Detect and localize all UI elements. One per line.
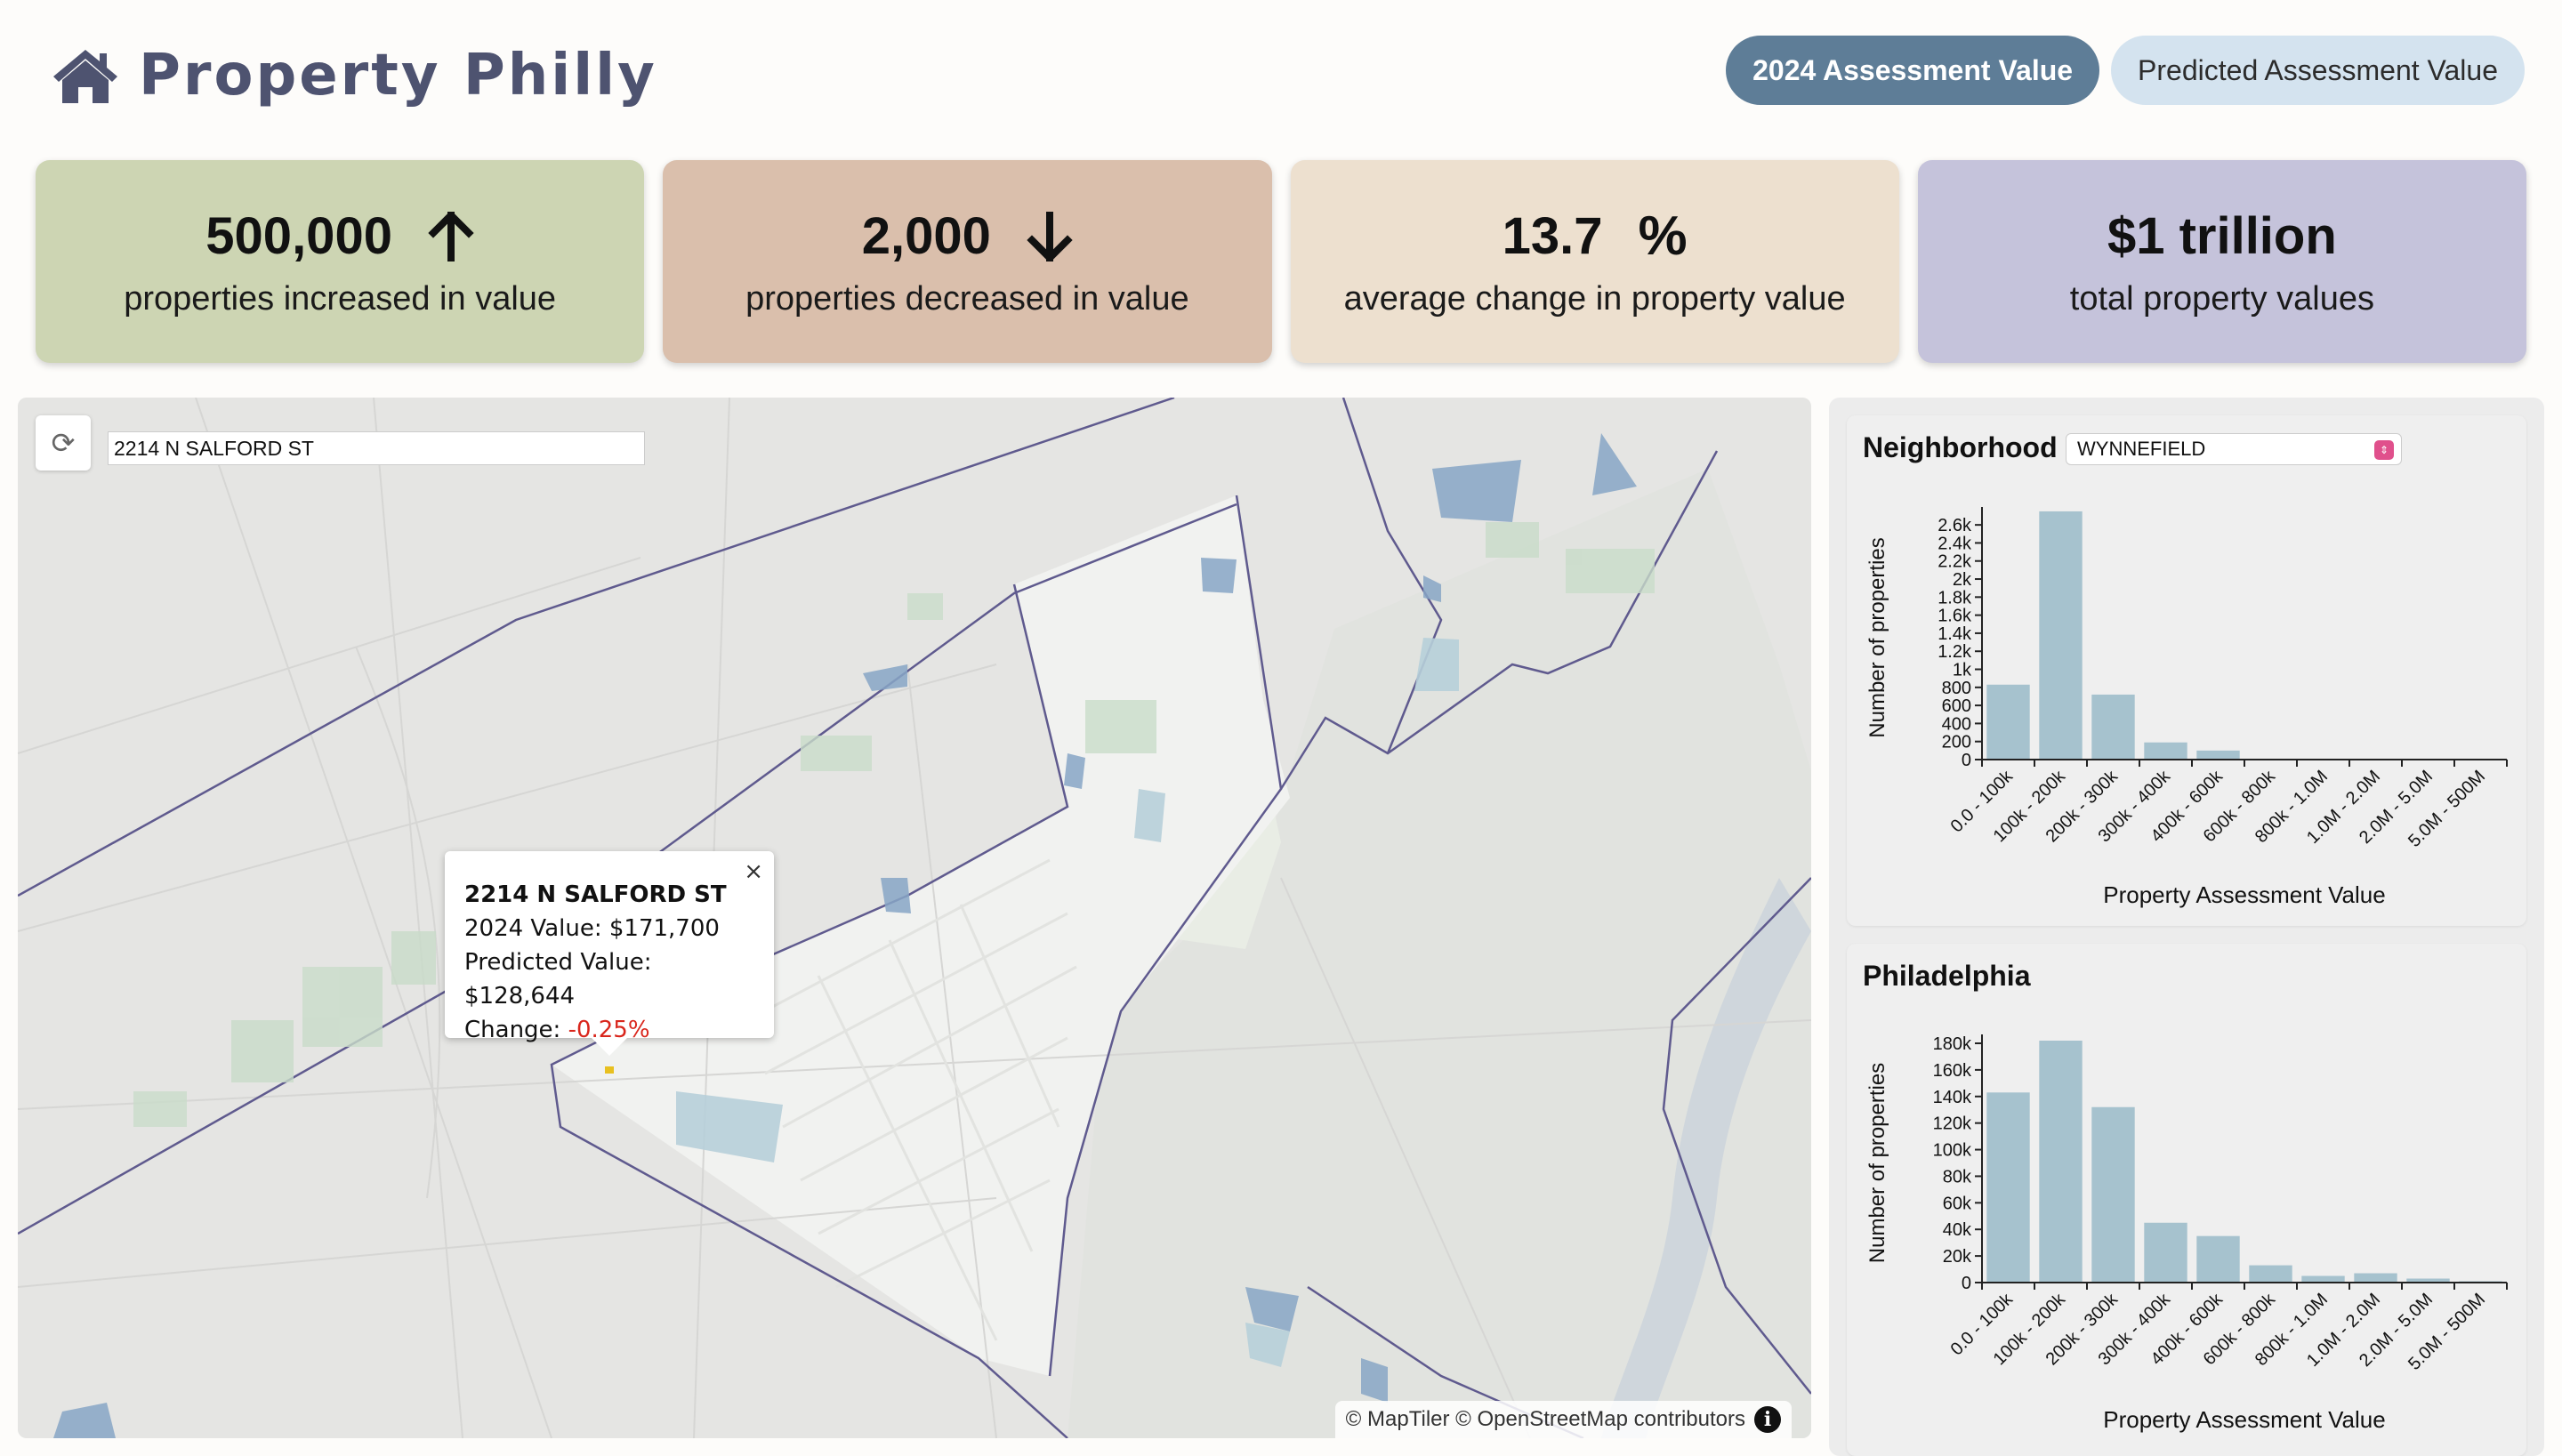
neighborhood-title: Neighborhood (1863, 431, 2058, 463)
neighborhood-chart-card: 0 200 400 600 800 1k 1.2k 1.4k 1.6k 1.8k 2k 2.2k 2.4… (1847, 415, 2526, 926)
y-tick-label: 100k (1933, 1141, 1972, 1161)
bar-800k-1-0m[interactable] (2301, 1275, 2345, 1283)
arrow-down-icon (1027, 211, 1073, 261)
map-basemap[interactable] (18, 398, 1811, 1438)
chevron-updown-icon: ⇕ (2374, 440, 2394, 460)
bar-100k-200k[interactable] (2039, 1041, 2083, 1283)
y-tick-label: 1.6k (1938, 607, 1972, 626)
app-title: Property Philly (139, 43, 657, 109)
y-tick-label: 140k (1933, 1088, 1972, 1107)
y-tick-label: 600 (1942, 696, 1971, 716)
home-icon (53, 50, 117, 103)
stat-value: $1 trillion (2107, 207, 2337, 265)
toggle-2024-assessment[interactable]: 2024 Assessment Value (1726, 36, 2100, 105)
stat-label: total property values (2069, 279, 2374, 318)
bar-400k-600k[interactable] (2196, 1235, 2240, 1283)
map-attribution: © MapTiler © OpenStreetMap contributors … (1334, 1401, 1792, 1438)
stat-label: properties increased in value (124, 279, 557, 318)
popup-predicted-label: Predicted Value: (464, 949, 652, 976)
neighborhood-select[interactable]: WYNNEFIELD ⇕ (2066, 433, 2402, 465)
bar-100k-200k[interactable] (2039, 511, 2083, 760)
selected-property-marker (605, 1066, 614, 1074)
stat-card-total: $1 trillion total property values (1917, 160, 2526, 363)
popup-value: $171,700 (608, 915, 720, 942)
popup-change-label: Change: (464, 1017, 561, 1043)
popup-predicted: $128,644 (464, 983, 576, 1010)
y-tick-label: 2.6k (1938, 516, 1972, 535)
chart-panel: 0 200 400 600 800 1k 1.2k 1.4k 1.6k 1.8k 2k 2.2k 2.4… (1829, 398, 2544, 1456)
neighborhood-histogram: 02004006008001k1.2k1.4k1.6k1.8k2k2.2k2.4… (1865, 507, 2508, 908)
y-tick-label: 180k (1933, 1034, 1972, 1054)
stat-card-increased: 500,000 properties increased in value (36, 160, 645, 363)
y-tick-label: 2k (1953, 570, 1972, 590)
x-axis-label: Property Assessment Value (2103, 1406, 2385, 1433)
y-tick-label: 800 (1942, 679, 1971, 698)
address-search-input[interactable] (108, 431, 645, 465)
popup-address: 2214 N SALFORD ST (464, 881, 727, 908)
philadelphia-chart-card: 0 20k 40k 60k 80k 100k 120k 140k 160k 180k 0.0 - 1… (1847, 944, 2526, 1456)
popup-value-label: 2024 Value: (464, 915, 602, 942)
popup-2024-value: 2024 Value: $171,700 (464, 912, 754, 945)
property-popup: × 2214 N SALFORD ST 2024 Value: $171,700… (445, 851, 774, 1056)
y-tick-label: 1.8k (1938, 588, 1972, 607)
y-tick-label: 400 (1942, 714, 1971, 734)
y-tick-label: 1.2k (1938, 642, 1972, 662)
y-tick-label: 160k (1933, 1061, 1972, 1081)
refresh-icon: ⟳ (51, 427, 76, 459)
stat-label: average change in property value (1343, 279, 1846, 318)
toggle-predicted-assessment[interactable]: Predicted Assessment Value (2111, 36, 2525, 105)
y-tick-label: 40k (1943, 1220, 1972, 1240)
stat-card-decreased: 2,000 properties decreased in value (663, 160, 1272, 363)
y-tick-label: 120k (1933, 1114, 1972, 1134)
popup-change: Change: -0.25% (464, 1013, 754, 1047)
bar-2-0m-5-0m[interactable] (2406, 1278, 2450, 1283)
y-tick-label: 0 (1962, 1274, 1971, 1293)
bar-400k-600k[interactable] (2196, 750, 2240, 760)
y-tick-label: 2.4k (1938, 534, 1972, 553)
bar-200k-300k[interactable] (2091, 694, 2135, 760)
y-tick-label: 80k (1943, 1167, 1972, 1187)
value-mode-toggle: 2024 Assessment Value Predicted Assessme… (1726, 36, 2525, 105)
bar-300k-400k[interactable] (2144, 742, 2187, 760)
attribution-text[interactable]: © MapTiler © OpenStreetMap contributors (1345, 1407, 1745, 1431)
close-icon[interactable]: × (744, 858, 763, 885)
bar-0-0-100k[interactable] (1986, 1092, 2030, 1283)
y-tick-label: 0 (1962, 751, 1971, 770)
percent-symbol: % (1638, 205, 1688, 267)
property-map[interactable]: ⟳ × 2214 N SALFORD ST 2024 Value: $171,7… (18, 398, 1811, 1438)
y-axis-label: Number of properties (1865, 537, 1889, 737)
y-tick-label: 2.2k (1938, 552, 1972, 572)
y-tick-label: 20k (1943, 1247, 1972, 1267)
neighborhood-selected: WYNNEFIELD (2077, 438, 2206, 460)
y-axis-label: Number of properties (1865, 1063, 1889, 1263)
popup-predicted-value: Predicted Value: $128,644 (464, 945, 754, 1013)
info-icon[interactable]: i (1754, 1406, 1781, 1433)
y-tick-label: 1k (1953, 661, 1972, 680)
popup-change-value: -0.25% (568, 1017, 650, 1043)
arrow-up-icon (428, 211, 474, 261)
y-tick-label: 1.4k (1938, 624, 1972, 644)
stat-card-average-change: 13.7 % average change in property value (1290, 160, 1899, 363)
app-header: Property Philly (52, 36, 657, 116)
bar-600k-800k[interactable] (2249, 1265, 2292, 1283)
bar-0-0-100k[interactable] (1986, 684, 2030, 760)
x-axis-label: Property Assessment Value (2103, 881, 2385, 908)
philadelphia-title: Philadelphia (1863, 960, 2031, 992)
y-tick-label: 200 (1942, 733, 1971, 752)
bar-1-0m-2-0m[interactable] (2354, 1273, 2397, 1283)
stat-label: properties decreased in value (745, 279, 1189, 318)
reset-view-button[interactable]: ⟳ (36, 415, 91, 471)
y-tick-label: 60k (1943, 1194, 1972, 1213)
bar-300k-400k[interactable] (2144, 1222, 2187, 1283)
stat-cards: 500,000 properties increased in value 2,… (36, 160, 2526, 363)
stat-value: 500,000 (205, 207, 392, 265)
bar-200k-300k[interactable] (2091, 1106, 2135, 1283)
stat-value: 13.7 (1502, 207, 1603, 265)
stat-value: 2,000 (861, 207, 991, 265)
